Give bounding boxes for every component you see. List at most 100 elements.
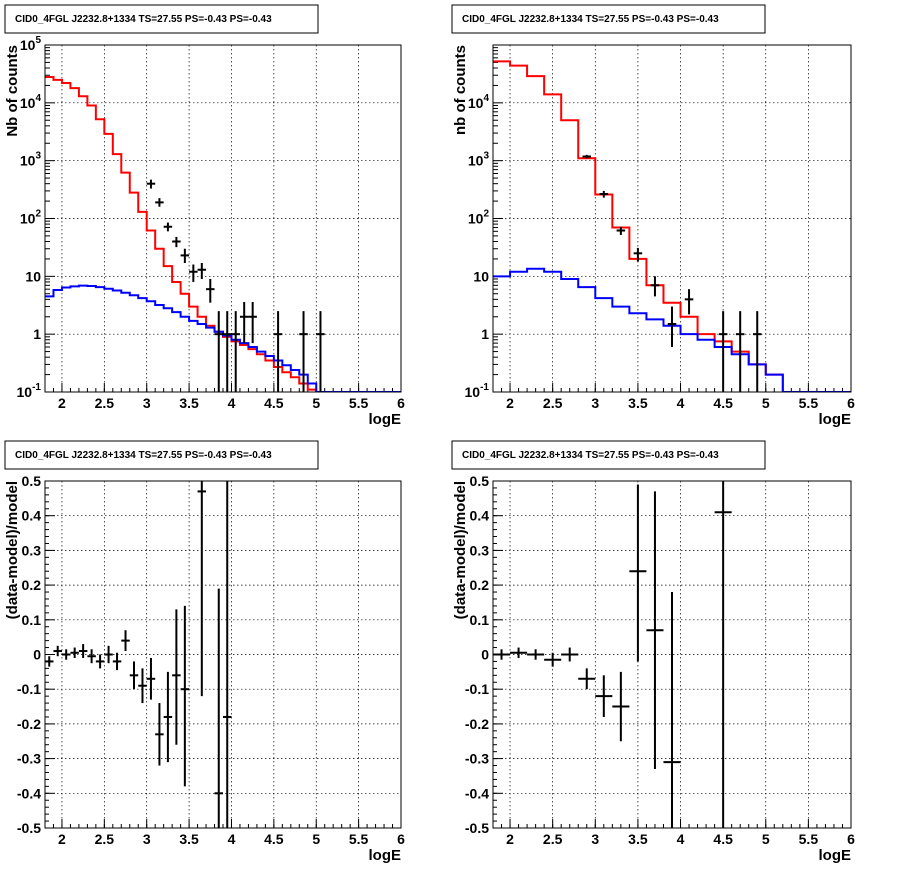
- x-axis-label: logE: [819, 847, 852, 864]
- data-point: [129, 661, 139, 690]
- y-tick-label: 1: [481, 326, 489, 342]
- chart-panel-p2: CID0_4FGL J2232.8+1334 TS=27.55 PS=-0.43…: [451, 4, 855, 428]
- y-tick-label: -0.4: [17, 785, 41, 801]
- data-point: [633, 247, 643, 262]
- data-point: [45, 656, 54, 667]
- data-point: [146, 179, 156, 189]
- data-point: [646, 491, 664, 770]
- data-point: [544, 652, 562, 667]
- y-tick-label: -0.4: [465, 785, 489, 801]
- y-tick-label: -0.1: [17, 681, 41, 697]
- x-axis-label: logE: [819, 411, 852, 428]
- data-point: [735, 311, 745, 392]
- y-tick-label: 0.1: [22, 612, 42, 628]
- y-tick-label: -0.5: [465, 820, 489, 836]
- y-tick-label: 104: [20, 93, 42, 111]
- x-tick-label: 2: [58, 831, 66, 847]
- x-tick-label: 3.5: [179, 831, 199, 847]
- data-point: [172, 609, 181, 745]
- data-point: [684, 289, 694, 315]
- plot-frame: [492, 44, 852, 393]
- plot-area: [493, 60, 851, 392]
- title-box: [4, 440, 319, 470]
- chart-title: CID0_4FGL J2232.8+1334 TS=27.55 PS=-0.43…: [462, 14, 719, 25]
- y-tick-label: 10-1: [465, 382, 490, 400]
- x-tick-label: 4: [228, 395, 236, 411]
- plot-frame: [492, 480, 852, 829]
- y-tick-label: -0.3: [465, 751, 489, 767]
- y-tick-label: 0.4: [470, 508, 490, 524]
- y-axis-label: nb of counts: [452, 45, 469, 135]
- x-tick-label: 5.5: [799, 831, 819, 847]
- data-point: [616, 226, 626, 235]
- y-tick-label: 102: [20, 209, 42, 227]
- plot-area: [45, 75, 401, 392]
- y-axis-label: (data-model)/model: [452, 481, 469, 619]
- y-tick-label: 10-1: [17, 382, 42, 400]
- data-point: [163, 222, 173, 232]
- plot-frame: [44, 44, 402, 393]
- data-point: [714, 481, 732, 828]
- data-point: [70, 647, 79, 658]
- x-tick-label: 2: [506, 831, 514, 847]
- chart-title: CID0_4FGL J2232.8+1334 TS=27.55 PS=-0.43…: [15, 14, 272, 25]
- chart-title: CID0_4FGL J2232.8+1334 TS=27.55 PS=-0.43…: [462, 450, 719, 461]
- x-tick-label: 5.5: [799, 395, 819, 411]
- data-point: [78, 644, 88, 658]
- data-point: [138, 668, 147, 704]
- y-tick-label: -0.2: [17, 716, 41, 732]
- data-point: [595, 675, 613, 717]
- x-tick-label: 4.5: [264, 395, 284, 411]
- data-point: [214, 311, 223, 392]
- x-axis-label: logE: [369, 411, 402, 428]
- data-point: [163, 671, 173, 763]
- x-tick-label: 4.5: [713, 831, 733, 847]
- x-tick-label: 5: [312, 831, 320, 847]
- plot-frame: [44, 480, 402, 829]
- y-tick-label: -0.3: [17, 751, 41, 767]
- x-tick-label: 5: [762, 831, 770, 847]
- data-point: [180, 605, 190, 787]
- data-point: [172, 236, 181, 248]
- x-tick-label: 2: [506, 395, 514, 411]
- chart-panel-p3: CID0_4FGL J2232.8+1334 TS=27.55 PS=-0.43…: [4, 440, 405, 864]
- y-tick-label: 0: [33, 647, 41, 663]
- y-tick-label: 0.3: [22, 542, 42, 558]
- x-tick-label: 2.5: [543, 395, 563, 411]
- y-tick-label: 0.2: [470, 577, 490, 593]
- data-point: [612, 671, 630, 742]
- data-point: [493, 649, 511, 660]
- data-point: [752, 311, 762, 392]
- y-tick-label: 10: [25, 268, 41, 284]
- y-tick-label: 104: [468, 93, 490, 111]
- data-point: [180, 248, 190, 264]
- x-tick-label: 5: [762, 395, 770, 411]
- data-point: [155, 703, 164, 766]
- y-tick-label: -0.5: [17, 820, 41, 836]
- y-tick-label: 0.5: [22, 473, 42, 489]
- x-tick-label: 4: [677, 831, 685, 847]
- y-tick-label: 0.3: [470, 542, 490, 558]
- title-box: [451, 4, 766, 34]
- data-point: [95, 654, 105, 669]
- data-point: [146, 657, 156, 700]
- data-point: [248, 301, 257, 344]
- x-tick-label: 3: [143, 395, 151, 411]
- data-point: [718, 311, 728, 392]
- data-point: [599, 190, 609, 198]
- y-tick-label: 0: [481, 647, 489, 663]
- series-model-source-line: [45, 284, 401, 392]
- series-model-total-line: [45, 75, 401, 392]
- x-tick-label: 3: [143, 831, 151, 847]
- x-tick-label: 2: [58, 395, 66, 411]
- x-tick-label: 6: [397, 395, 405, 411]
- data-point: [663, 592, 681, 828]
- chart-panel-p1: CID0_4FGL J2232.8+1334 TS=27.55 PS=-0.43…: [4, 4, 405, 428]
- x-tick-label: 4.5: [264, 831, 284, 847]
- series-model-source-line: [493, 267, 851, 392]
- data-point: [582, 154, 592, 159]
- x-tick-label: 5.5: [349, 395, 369, 411]
- data-point: [629, 484, 647, 662]
- y-axis-label: (data-model)/model: [4, 481, 21, 619]
